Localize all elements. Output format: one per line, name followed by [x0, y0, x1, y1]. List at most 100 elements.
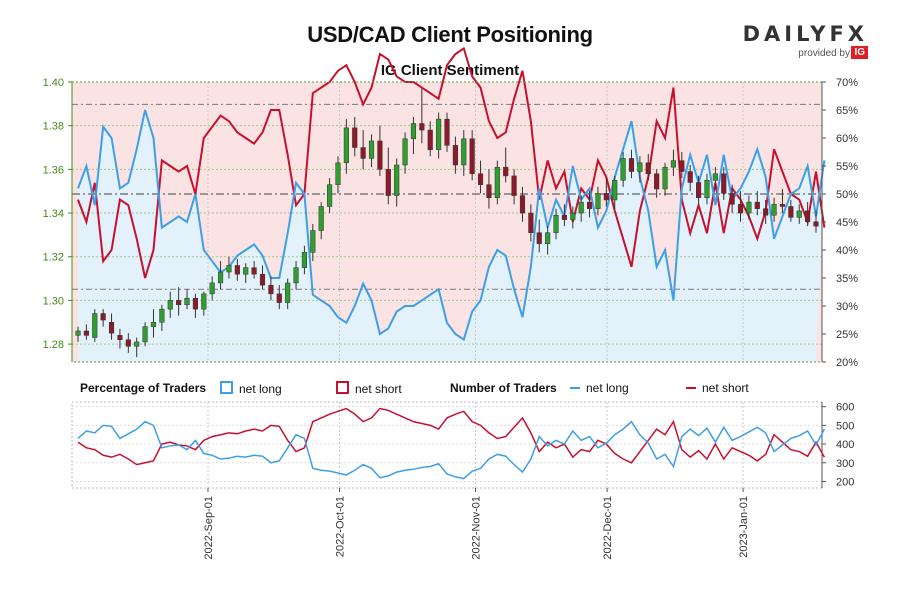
date-tick-label: 2023-Jan-01: [738, 496, 750, 558]
candle: [620, 151, 626, 187]
candle-body: [192, 297, 198, 310]
candle-body: [771, 204, 777, 216]
candle-body: [570, 212, 576, 220]
net-short-count-line: [77, 407, 826, 466]
legend-number-heading: Number of Traders: [450, 381, 557, 395]
candle: [796, 204, 802, 224]
candle-body: [637, 162, 643, 172]
candle: [167, 291, 173, 318]
candle: [285, 278, 291, 310]
candle: [251, 261, 257, 279]
candle-body: [729, 193, 735, 205]
candle-body: [75, 330, 81, 336]
candle-body: [779, 204, 786, 207]
net-long-percent-line: [77, 109, 826, 342]
candle-body: [662, 166, 668, 190]
candle-body: [477, 173, 484, 185]
candle: [444, 112, 450, 152]
chart-title: USD/CAD Client Positioning: [307, 22, 593, 47]
percent-tick-label: 40%: [836, 245, 858, 257]
candle-body: [746, 201, 752, 214]
net-long-count-line: [77, 420, 826, 480]
candle: [763, 199, 769, 224]
candle: [436, 112, 442, 159]
price-tick-label: 1.38: [43, 121, 64, 133]
candle: [511, 169, 517, 205]
legend-percent-net-long-label: net long: [239, 382, 282, 396]
candle: [276, 285, 282, 310]
candle: [570, 206, 576, 229]
candle-body: [335, 162, 341, 185]
net-short-line-icon: [686, 387, 696, 389]
candle: [469, 130, 475, 181]
legend-number-net-short-label: net short: [702, 381, 749, 395]
candle-body: [251, 267, 257, 275]
legend-percent-net-long: net long: [220, 381, 282, 396]
candle-body: [92, 313, 98, 338]
candle-body: [360, 147, 366, 159]
candle: [813, 210, 819, 233]
candle-body: [587, 201, 593, 209]
ig-badge: IG: [851, 46, 868, 59]
candle: [318, 202, 324, 240]
candle: [452, 136, 458, 174]
candle-body: [201, 293, 207, 310]
candle: [117, 328, 123, 349]
date-tick-label: 2022-Oct-01: [335, 496, 347, 557]
candle: [721, 167, 727, 200]
candle-body: [704, 180, 710, 199]
candle-body: [545, 232, 551, 244]
candle-body: [519, 195, 526, 214]
net-long-swatch-icon: [220, 381, 233, 394]
candle-body: [628, 158, 635, 172]
percent-tick-label: 45%: [836, 217, 858, 229]
candle-body: [494, 166, 500, 199]
candle-body: [612, 180, 618, 201]
legend-number-net-long-label: net long: [586, 381, 629, 395]
candle: [377, 125, 383, 176]
candle-body: [142, 326, 148, 343]
candle: [394, 158, 400, 207]
price-tick-label: 1.30: [43, 295, 64, 307]
candle-body: [427, 129, 433, 150]
candle-body: [654, 173, 660, 190]
candle: [519, 186, 526, 222]
candle: [729, 184, 735, 214]
price-tick-label: 1.28: [43, 339, 64, 351]
candle-body: [410, 123, 417, 140]
candle: [419, 88, 425, 144]
candle-body: [645, 162, 651, 174]
candle-body: [813, 221, 819, 227]
candle-body: [503, 166, 509, 177]
candle: [368, 134, 375, 168]
candle-body: [486, 184, 492, 199]
candle: [654, 169, 660, 198]
date-axis: 2022-Sep-01 2022-Oct-01 2022-Nov-01 2022-De…: [203, 488, 750, 560]
candle-body: [318, 206, 324, 231]
candle: [192, 293, 198, 318]
legend-number-net-short: net short: [686, 381, 749, 395]
candle: [687, 164, 693, 192]
legend-percentage-heading: Percentage of Traders: [80, 381, 207, 395]
candle: [259, 265, 266, 290]
candle-body: [620, 158, 626, 181]
candle: [108, 313, 115, 340]
candle-body: [310, 230, 316, 253]
candle: [788, 199, 794, 222]
percent-tick-label: 65%: [836, 105, 858, 117]
candle-body: [763, 208, 769, 216]
candle-body: [444, 118, 450, 146]
candle-body: [243, 267, 249, 275]
candle-body: [377, 140, 383, 170]
legend-number-net-long: net long: [570, 381, 629, 395]
candle: [360, 130, 366, 170]
price-candles: [75, 88, 819, 358]
candle-body: [385, 169, 391, 196]
candle: [662, 162, 668, 196]
candle-body: [511, 175, 517, 196]
candle: [670, 149, 676, 176]
date-tick-label: 2022-Sep-01: [203, 496, 215, 560]
candle: [771, 197, 777, 222]
candle-body: [167, 300, 173, 310]
candle-body: [218, 271, 224, 284]
